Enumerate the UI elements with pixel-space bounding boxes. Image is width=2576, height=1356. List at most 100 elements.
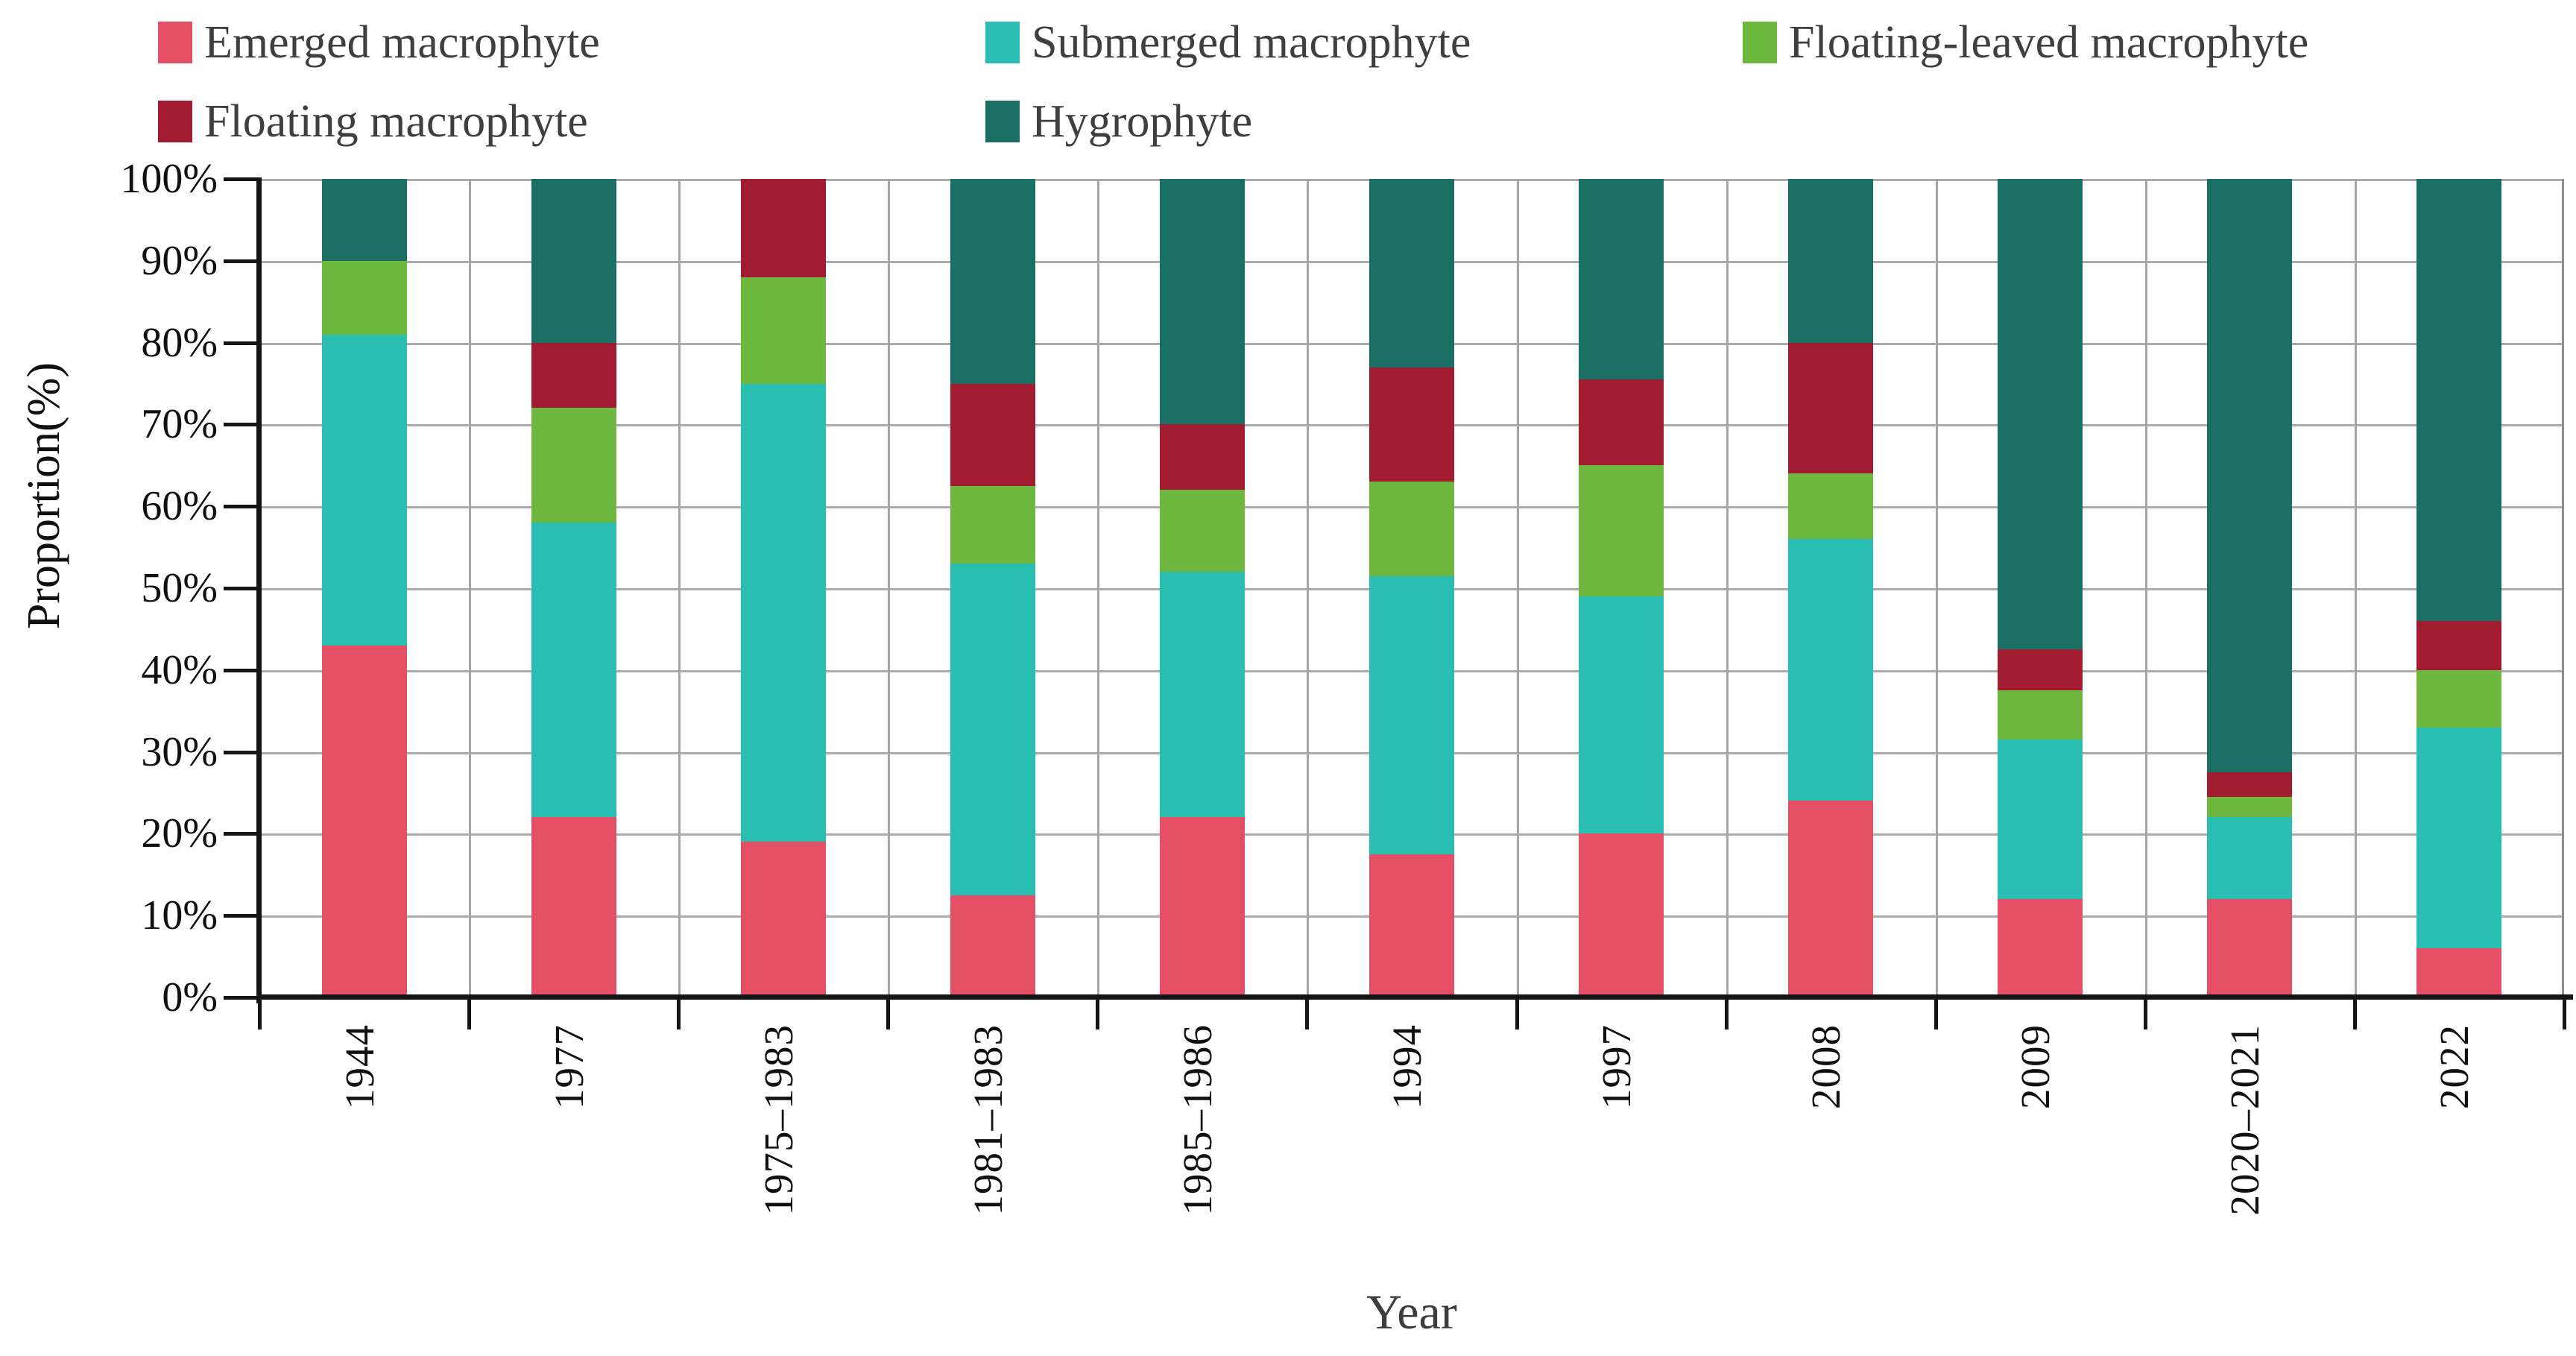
bar-segment [531, 342, 616, 409]
bar-segment [2416, 179, 2501, 621]
bar-segment [950, 485, 1035, 564]
bar-segment [1788, 539, 1873, 801]
vertical-gridline [888, 179, 890, 997]
bar-segment [1160, 817, 1245, 997]
bar-segment [1369, 575, 1454, 854]
bar-segment [322, 179, 407, 261]
legend-swatch-icon [1743, 22, 1777, 63]
bar-segment [1369, 482, 1454, 576]
stacked-bar [1998, 179, 2083, 997]
y-tick-mark [224, 587, 259, 590]
legend-item: Emerged macrophyte [158, 13, 600, 72]
y-tick-mark [224, 341, 259, 345]
stacked-bar [1160, 179, 1245, 997]
bar-segment [950, 564, 1035, 895]
x-tick-label: 1977 [546, 1024, 592, 1109]
legend-item-label: Floating macrophyte [204, 96, 588, 147]
stacked-bar [950, 179, 1035, 997]
y-tick-mark [224, 423, 259, 426]
bar-segment [322, 260, 407, 335]
x-tick-mark [2144, 1000, 2147, 1029]
bar-segment [1998, 649, 2083, 691]
stacked-bar [1579, 179, 1664, 997]
stacked-bar [2207, 179, 2292, 997]
x-tick-mark [2353, 1000, 2357, 1029]
bar-segment [1788, 179, 1873, 343]
bar-segment [950, 383, 1035, 486]
vertical-gridline [1936, 179, 1938, 997]
bar-segment [1160, 424, 1245, 491]
vertical-gridline [2145, 179, 2147, 997]
bar-segment [2207, 179, 2292, 773]
bar-segment [1369, 367, 1454, 482]
vertical-gridline [469, 179, 471, 997]
bar-segment [1369, 854, 1454, 997]
bar-segment [1579, 379, 1664, 466]
bar-segment [322, 645, 407, 997]
x-tick-mark [1096, 1000, 1099, 1029]
x-tick-mark [1305, 1000, 1309, 1029]
bar-segment [2416, 620, 2501, 670]
y-tick-label: 90% [141, 238, 218, 284]
bar-segment [2207, 797, 2292, 818]
x-axis-line [256, 994, 2573, 1000]
x-tick-mark [1934, 1000, 1938, 1029]
x-tick-mark [258, 1000, 262, 1029]
legend-swatch-icon [158, 101, 192, 142]
legend-item: Submerged macrophyte [985, 13, 1471, 72]
x-tick-label: 2008 [1803, 1024, 1849, 1109]
bar-segment [1160, 490, 1245, 573]
y-tick-label: 100% [120, 156, 218, 202]
y-tick-label: 0% [162, 974, 218, 1021]
x-tick-label: 2009 [2012, 1024, 2058, 1109]
bar-segment [950, 179, 1035, 384]
x-tick-label: 1944 [337, 1024, 382, 1109]
x-tick-label: 1981–1983 [965, 1024, 1011, 1216]
bar-segment [2207, 772, 2292, 798]
bar-segment [741, 842, 826, 997]
bar-segment [322, 334, 407, 646]
vertical-gridline [2562, 179, 2564, 997]
legend-item: Floating-leaved macrophyte [1743, 13, 2308, 72]
stacked-bar [531, 179, 616, 997]
bar-segment [1998, 690, 2083, 740]
x-tick-mark [467, 1000, 471, 1029]
plot-area [259, 179, 2564, 997]
y-tick-label: 40% [141, 647, 218, 693]
legend-item-label: Emerged macrophyte [204, 17, 600, 68]
legend-swatch-icon [985, 101, 1020, 142]
stacked-bar [741, 179, 826, 997]
y-tick-label: 80% [141, 320, 218, 366]
y-tick-mark [224, 832, 259, 836]
y-tick-label: 50% [141, 565, 218, 611]
bar-segment [531, 408, 616, 523]
bar-segment [1369, 179, 1454, 368]
vertical-gridline [1517, 179, 1519, 997]
bar-segment [1579, 179, 1664, 380]
legend-swatch-icon [985, 22, 1020, 63]
x-tick-label: 1994 [1384, 1024, 1430, 1109]
x-tick-label: 2020–2021 [2222, 1024, 2267, 1216]
bar-segment [741, 383, 826, 842]
bar-segment [950, 895, 1035, 997]
bar-segment [1579, 465, 1664, 596]
stacked-bar [322, 179, 407, 997]
bar-segment [1998, 740, 2083, 900]
x-tick-mark [1725, 1000, 1729, 1029]
bar-segment [1579, 596, 1664, 834]
bar-segment [1788, 473, 1873, 540]
legend-item-label: Hygrophyte [1032, 96, 1253, 147]
bar-segment [1998, 179, 2083, 650]
bar-segment [1998, 899, 2083, 997]
y-tick-label: 20% [141, 810, 218, 857]
x-axis-title: Year [1366, 1285, 1457, 1340]
x-tick-mark [677, 1000, 681, 1029]
vertical-gridline [1726, 179, 1729, 997]
x-tick-mark [1515, 1000, 1519, 1029]
y-tick-label: 70% [141, 401, 218, 447]
legend-item-label: Floating-leaved macrophyte [1789, 17, 2309, 68]
vertical-gridline [2355, 179, 2357, 997]
bar-segment [1579, 833, 1664, 997]
y-tick-mark [224, 751, 259, 754]
bar-segment [741, 277, 826, 384]
